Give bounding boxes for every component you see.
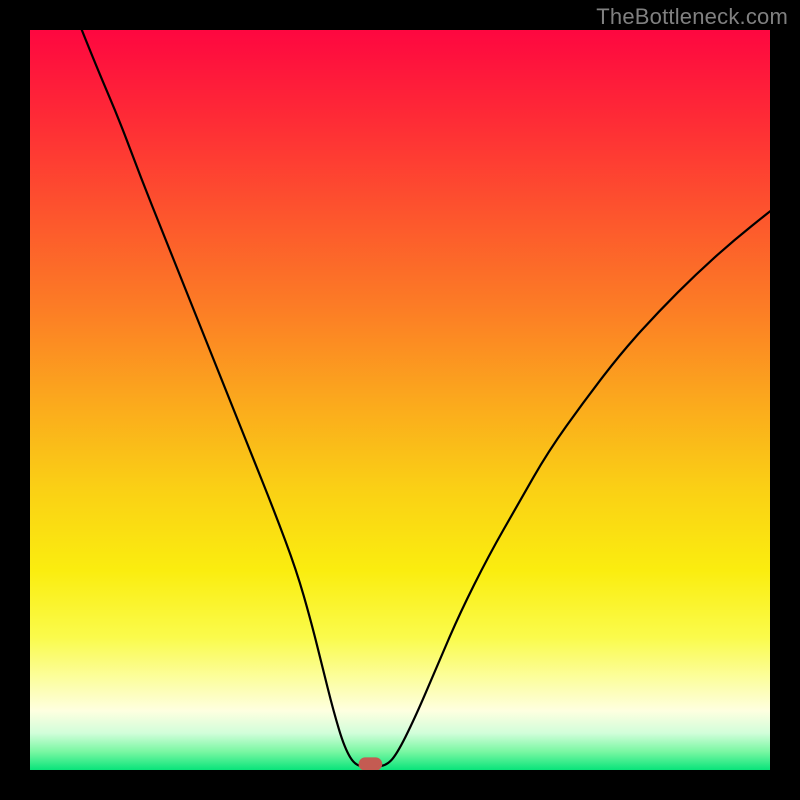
chart-frame: TheBottleneck.com xyxy=(0,0,800,800)
chart-background xyxy=(30,30,770,770)
optimal-point-marker xyxy=(359,757,383,770)
bottleneck-chart xyxy=(30,30,770,770)
watermark-text: TheBottleneck.com xyxy=(596,4,788,30)
